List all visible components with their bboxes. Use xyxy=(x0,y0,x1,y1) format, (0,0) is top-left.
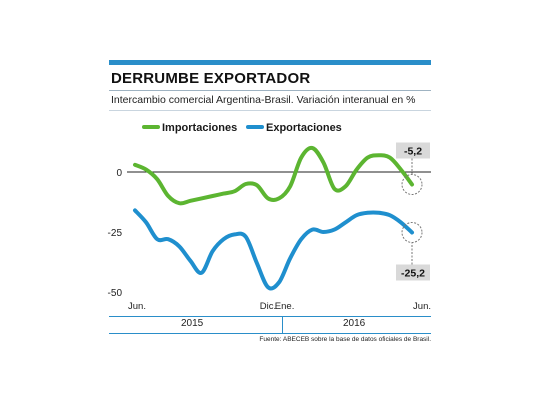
x-tick-label: Ene. xyxy=(275,301,295,312)
year-footer xyxy=(109,316,431,334)
year-label-2015: 2015 xyxy=(181,318,204,329)
year-divider xyxy=(282,316,283,334)
end-label-importaciones: -5,2 xyxy=(404,145,422,157)
title-divider xyxy=(109,90,431,91)
x-tick-label: Jun. xyxy=(128,301,146,312)
end-annotations: -5,2 -25,2 xyxy=(396,142,430,281)
series-layer xyxy=(133,145,414,291)
y-tick-label: -50 xyxy=(108,288,123,299)
x-tick-label: Jun. xyxy=(413,301,431,312)
source-note: Fuente: ABECEB sobre la base de datos of… xyxy=(259,336,431,343)
end-label-exportaciones: -25,2 xyxy=(401,267,425,279)
end-label-box-importaciones xyxy=(396,142,430,159)
series-line-importaciones xyxy=(133,145,414,206)
legend: Importaciones Exportaciones xyxy=(142,122,342,134)
legend-label-exportaciones: Exportaciones xyxy=(266,122,342,134)
y-tick-label: -25 xyxy=(108,228,123,239)
end-label-box-exportaciones xyxy=(396,264,430,281)
series-line-exportaciones xyxy=(133,208,414,291)
title-accent-bar xyxy=(109,60,431,65)
legend-label-importaciones: Importaciones xyxy=(162,122,237,134)
y-tick-label: 0 xyxy=(116,168,122,179)
subtitle-divider xyxy=(109,110,431,111)
axis-labels: 0 -25 -50 Jun. Dic.Ene. Jun. xyxy=(108,168,431,312)
chart-title: DERRUMBE EXPORTADOR xyxy=(111,70,311,87)
chart-subtitle: Intercambio comercial Argentina-Brasil. … xyxy=(111,94,416,106)
year-label-2016: 2016 xyxy=(343,318,366,329)
x-tick-label: Dic. xyxy=(260,301,276,312)
